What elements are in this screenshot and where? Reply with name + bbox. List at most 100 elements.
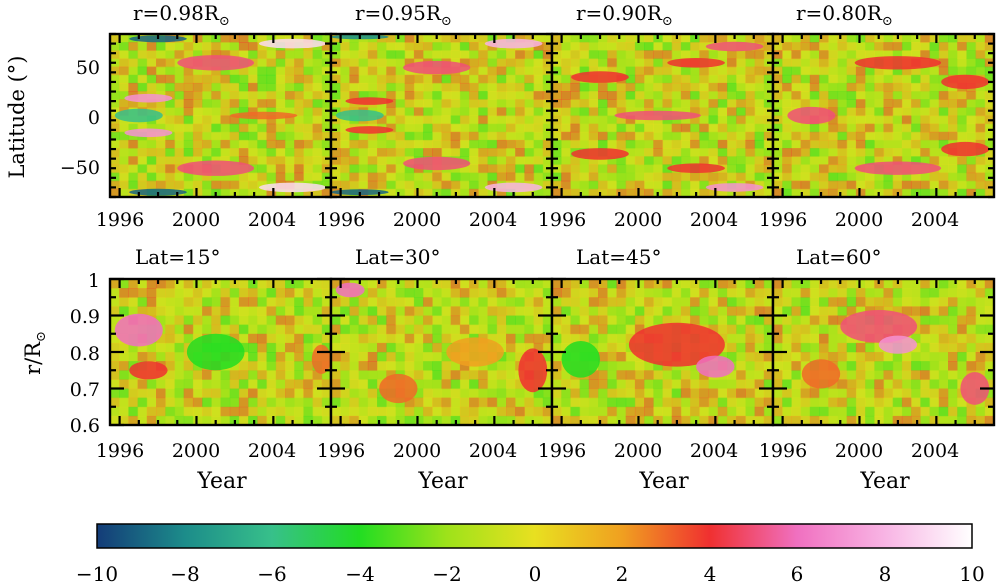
heatmap-cell xyxy=(957,288,967,298)
heatmap-cell xyxy=(901,188,912,197)
heatmap-cell xyxy=(377,74,387,84)
panel-title-lat15: Lat=15° xyxy=(135,245,220,269)
heatmap-cell xyxy=(229,388,240,399)
heatmap-cell xyxy=(257,123,268,133)
heatmap-cell xyxy=(579,139,590,149)
heatmap-cell xyxy=(340,406,350,417)
heatmap-cell xyxy=(929,180,940,190)
heatmap-cell xyxy=(782,406,792,417)
heatmap-cell xyxy=(579,315,590,326)
heatmap-cell xyxy=(404,415,415,425)
heatmap-cell xyxy=(542,333,552,344)
heatmap-cell xyxy=(165,42,176,51)
heatmap-cell xyxy=(110,123,120,133)
heatmap-cell xyxy=(487,397,498,408)
heatmap-cell xyxy=(248,115,258,125)
heatmap-cell xyxy=(782,99,792,108)
heatmap-cell xyxy=(321,388,331,399)
heatmap-cell xyxy=(478,315,489,326)
heatmap-cell xyxy=(920,406,931,417)
heatmap-cell xyxy=(404,370,415,380)
heatmap-cell xyxy=(846,42,857,51)
heatmap-cell xyxy=(165,333,176,344)
heatmap-cell xyxy=(524,115,535,125)
heatmap-cell xyxy=(717,156,728,166)
heatmap-cell xyxy=(183,306,194,317)
heatmap-cell xyxy=(358,397,369,408)
heatmap-cell xyxy=(229,131,240,141)
heatmap-cell xyxy=(690,139,700,149)
heatmap-cell xyxy=(183,397,194,408)
heatmap-cell xyxy=(837,107,848,117)
heatmap-cell xyxy=(736,406,746,417)
heatmap-cell xyxy=(782,42,792,51)
heatmap-cell xyxy=(119,82,129,92)
heatmap-cell xyxy=(487,82,498,92)
heatmap-cell xyxy=(938,131,949,141)
heatmap-cell xyxy=(984,156,994,166)
heatmap-cell xyxy=(303,379,314,390)
heatmap-cell xyxy=(432,361,443,371)
heatmap-cell xyxy=(377,139,387,149)
heatmap-cell xyxy=(773,42,783,51)
heatmap-cell xyxy=(984,352,994,362)
heatmap-cell xyxy=(773,370,783,380)
heatmap-cell xyxy=(699,50,710,60)
heatmap-cell xyxy=(911,156,921,166)
heatmap-cell xyxy=(680,115,691,125)
heatmap-cell xyxy=(763,352,773,362)
heatmap-cell xyxy=(506,115,516,125)
heatmap-cell xyxy=(423,115,433,125)
heatmap-cell xyxy=(561,188,571,197)
heatmap-cell xyxy=(727,50,737,60)
heatmap-cell xyxy=(699,99,710,108)
heatmap-cell xyxy=(579,58,590,68)
heatmap-cell xyxy=(469,107,479,117)
heatmap-cell xyxy=(110,279,120,289)
heatmap-cell xyxy=(846,415,857,425)
heatmap-cell xyxy=(892,99,903,108)
heatmap-cell xyxy=(220,306,231,317)
heatmap-cell xyxy=(358,131,369,141)
heatmap-cell xyxy=(911,115,921,125)
heatmap-cell xyxy=(911,139,921,149)
heatmap-cell xyxy=(680,123,691,133)
heatmap-cell xyxy=(386,74,397,84)
heatmap-cell xyxy=(570,180,581,190)
heatmap-cell xyxy=(607,50,618,60)
heatmap-cell xyxy=(754,180,765,190)
heatmap-cell xyxy=(699,306,710,317)
heatmap-cell xyxy=(745,156,756,166)
heatmap-cell xyxy=(837,74,848,84)
heatmap-cell xyxy=(211,306,222,317)
heatmap-cell xyxy=(791,415,802,425)
heatmap-cell xyxy=(773,279,783,289)
heatmap-cell xyxy=(625,333,636,344)
heatmap-cell xyxy=(340,139,350,149)
heatmap-cell xyxy=(800,324,811,335)
heatmap-cell xyxy=(340,388,350,399)
heatmap-cell xyxy=(846,66,857,76)
heatmap-cell xyxy=(423,180,433,190)
heatmap-cell xyxy=(680,50,691,60)
heatmap-cell xyxy=(791,180,802,190)
heatmap-cell xyxy=(828,406,839,417)
heatmap-cell xyxy=(653,42,664,51)
heatmap-cell xyxy=(229,82,240,92)
heatmap-cell xyxy=(220,42,231,51)
heatmap-cell xyxy=(165,66,176,76)
heatmap-cell xyxy=(303,324,314,335)
heatmap-cell xyxy=(828,74,839,84)
heatmap-cell xyxy=(552,148,562,157)
heatmap-cell xyxy=(331,415,341,425)
heatmap-cell xyxy=(819,50,829,60)
heatmap-cell xyxy=(386,415,397,425)
heatmap-cell xyxy=(515,50,525,60)
heatmap-cell xyxy=(874,397,885,408)
heatmap-cell xyxy=(763,333,773,344)
heatmap-cell xyxy=(229,74,240,84)
heatmap-cell xyxy=(450,379,461,390)
heatmap-cell xyxy=(791,42,802,51)
heatmap-cell xyxy=(211,107,222,117)
heatmap-cell xyxy=(349,306,360,317)
